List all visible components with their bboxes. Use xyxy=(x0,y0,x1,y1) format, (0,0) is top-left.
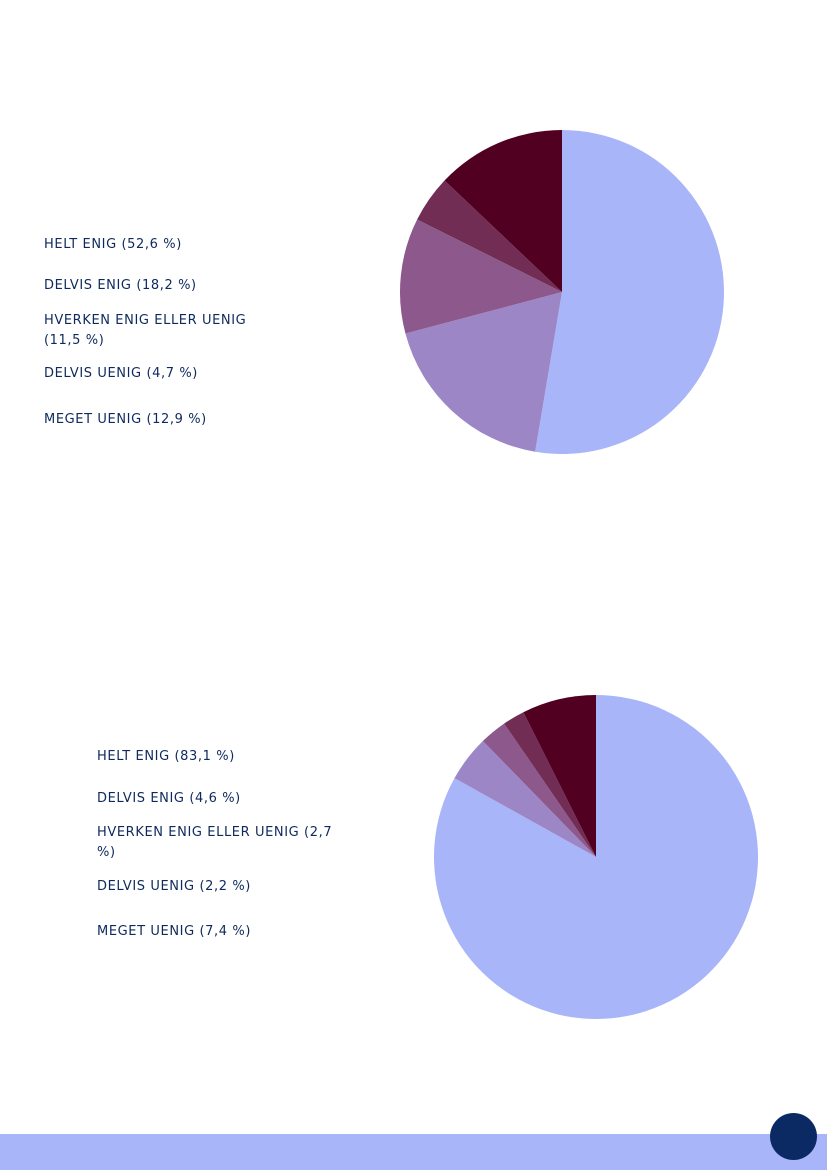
page-indicator-dot xyxy=(770,1113,817,1160)
legend-label: HVERKEN ENIG ELLER UENIG (2,7 %) xyxy=(97,825,333,860)
pie-chart-2 xyxy=(434,695,758,1019)
pie-slice-1 xyxy=(535,130,724,454)
legend-label: DELVIS ENIG (18,2 %) xyxy=(44,278,197,293)
pie-slice-3 xyxy=(482,723,596,857)
pie-chart-1 xyxy=(400,130,724,454)
pie-slice-2 xyxy=(454,741,596,857)
legend-chart-1: HELT ENIG (52,6 %) DELVIS ENIG (18,2 %) … xyxy=(44,0,304,1170)
pie-slice-4 xyxy=(504,712,596,857)
legend-label: DELVIS ENIG (4,6 %) xyxy=(97,791,241,806)
legend-label: DELVIS UENIG (4,7 %) xyxy=(44,366,198,381)
legend-label: HELT ENIG (83,1 %) xyxy=(97,749,235,764)
legend-label: MEGET UENIG (12,9 %) xyxy=(44,412,207,427)
footer-band xyxy=(0,1134,827,1170)
pie-slice-5 xyxy=(444,130,562,292)
legend-chart-2: HELT ENIG (83,1 %) DELVIS ENIG (4,6 %) H… xyxy=(97,0,357,1170)
pie-slice-2 xyxy=(405,292,562,452)
legend-label: MEGET UENIG (7,4 %) xyxy=(97,924,251,939)
pie-slice-4 xyxy=(417,180,562,292)
legend-label: HELT ENIG (52,6 %) xyxy=(44,237,182,252)
pie-slice-5 xyxy=(523,695,596,857)
legend-label: DELVIS UENIG (2,2 %) xyxy=(97,879,251,894)
legend-label: HVERKEN ENIG ELLER UENIG (11,5 %) xyxy=(44,313,247,348)
pie-slice-3 xyxy=(400,219,562,334)
